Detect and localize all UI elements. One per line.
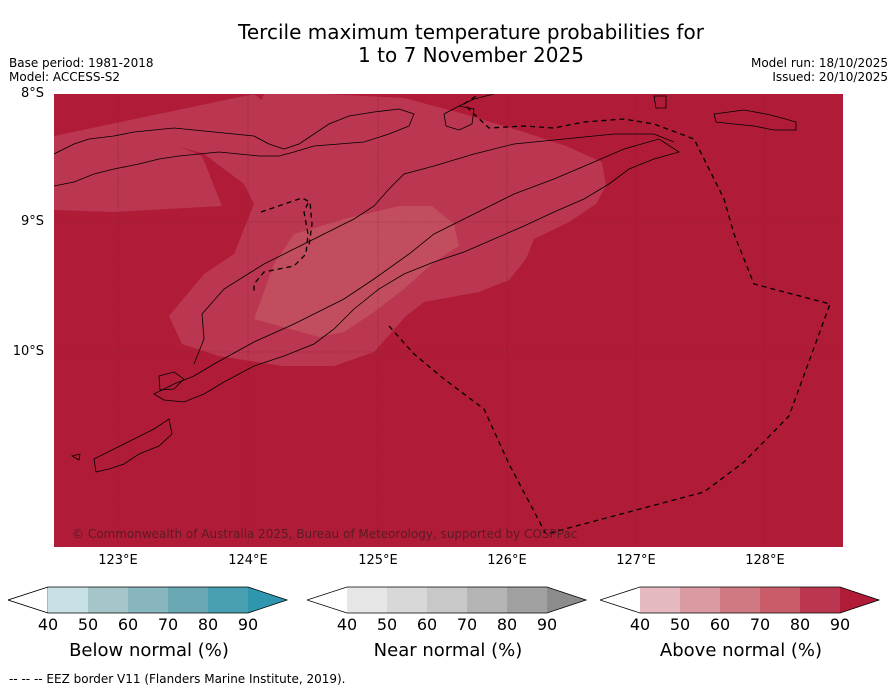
cb-near-lowarrow xyxy=(307,587,347,613)
cb-above-tick-80: 80 xyxy=(789,615,811,634)
cb-above-seg-2 xyxy=(720,587,760,613)
lat-label-8s: 8°S xyxy=(20,86,44,101)
cb-below-seg-3 xyxy=(168,587,208,613)
cb-below-seg-4 xyxy=(208,587,248,613)
small-islet-coastline xyxy=(70,453,81,461)
above-normal-title: Above normal (%) xyxy=(659,640,823,661)
lat-label-10s: 10°S xyxy=(12,344,44,359)
cb-near-tick-50: 50 xyxy=(376,615,398,634)
prob-fill-70 xyxy=(254,206,459,337)
cb-above-lowarrow xyxy=(600,587,640,613)
cb-above-tick-70: 70 xyxy=(749,615,771,634)
cb-above-tick-60: 60 xyxy=(709,615,731,634)
cb-above-seg-3 xyxy=(760,587,800,613)
lon-label-126e: 126°E xyxy=(487,553,527,568)
title-line-2: 1 to 7 November 2025 xyxy=(358,43,584,67)
cb-near-seg-0 xyxy=(347,587,387,613)
map-graticule xyxy=(54,94,843,547)
prob-fill-80-west xyxy=(54,134,222,212)
cb-near-tick-90: 90 xyxy=(536,615,558,634)
cb-below-tick-60: 60 xyxy=(117,615,139,634)
colorbar-above xyxy=(600,586,881,614)
cb-above-higharrow xyxy=(840,587,879,613)
cb-above-tick-90: 90 xyxy=(829,615,851,634)
coastlines xyxy=(54,94,797,473)
cb-near-tick-70: 70 xyxy=(456,615,478,634)
cb-below-higharrow xyxy=(248,587,287,613)
cb-below-tick-90: 90 xyxy=(237,615,259,634)
below-normal-title: Below normal (%) xyxy=(69,640,229,661)
cb-below-lowarrow xyxy=(8,586,49,614)
colorbar-below xyxy=(8,586,289,614)
cb-below-outline xyxy=(8,586,289,614)
cb-above-seg-4 xyxy=(800,587,840,613)
cb-near-seg-4 xyxy=(507,587,547,613)
cb-below-tick-40: 40 xyxy=(37,615,59,634)
copyright-note: © Commonwealth of Australia 2025, Bureau… xyxy=(72,527,577,541)
lon-label-125e: 125°E xyxy=(358,553,398,568)
model-run: Model run: 18/10/2025 xyxy=(750,56,888,70)
cb-near-higharrow xyxy=(547,587,586,613)
cb-near-seg-1 xyxy=(387,587,427,613)
model-name: Model: ACCESS-S2 xyxy=(9,70,121,84)
cb-below-tick-70: 70 xyxy=(157,615,179,634)
colorbar-near xyxy=(307,586,588,614)
lon-label-123e: 123°E xyxy=(98,553,138,568)
cb-below-seg-1 xyxy=(88,587,128,613)
title-line-1: Tercile maximum temperature probabilitie… xyxy=(238,20,704,44)
eez-border xyxy=(253,94,831,535)
eez-footnote: -- -- -- EEZ border V11 (Flanders Marine… xyxy=(9,672,346,686)
lon-label-127e: 127°E xyxy=(616,553,656,568)
cb-below-tick-80: 80 xyxy=(197,615,219,634)
rote-coastline xyxy=(158,371,185,391)
lat-label-9s: 9°S xyxy=(20,214,44,229)
near-normal-title: Near normal (%) xyxy=(373,640,523,661)
lon-label-124e: 124°E xyxy=(228,553,268,568)
cb-below-tick-50: 50 xyxy=(77,615,99,634)
cb-near-seg-3 xyxy=(467,587,507,613)
cb-near-seg-2 xyxy=(427,587,467,613)
cb-below-seg-0 xyxy=(48,587,88,613)
cb-above-seg-0 xyxy=(640,587,680,613)
issued-date: Issued: 20/10/2025 xyxy=(772,70,888,84)
cb-near-tick-40: 40 xyxy=(336,615,358,634)
map-panel: © Commonwealth of Australia 2025, Bureau… xyxy=(54,94,843,547)
lon-label-128e: 128°E xyxy=(745,553,785,568)
cb-above-outline xyxy=(600,586,881,614)
cb-near-tick-60: 60 xyxy=(416,615,438,634)
cb-above-tick-40: 40 xyxy=(629,615,651,634)
kisar-coastline xyxy=(653,95,667,109)
cb-above-seg-1 xyxy=(680,587,720,613)
cb-near-outline xyxy=(307,586,588,614)
north-timor-coastline xyxy=(193,133,675,365)
northwest-islands-coastline xyxy=(54,108,415,187)
cb-near-tick-80: 80 xyxy=(496,615,518,634)
timor-coastline xyxy=(153,138,680,403)
sawu-coastline xyxy=(93,418,173,473)
cb-below-seg-2 xyxy=(128,587,168,613)
base-period: Base period: 1981-2018 xyxy=(9,56,154,70)
east-islands-coastline xyxy=(713,109,797,131)
cb-above-tick-50: 50 xyxy=(669,615,691,634)
